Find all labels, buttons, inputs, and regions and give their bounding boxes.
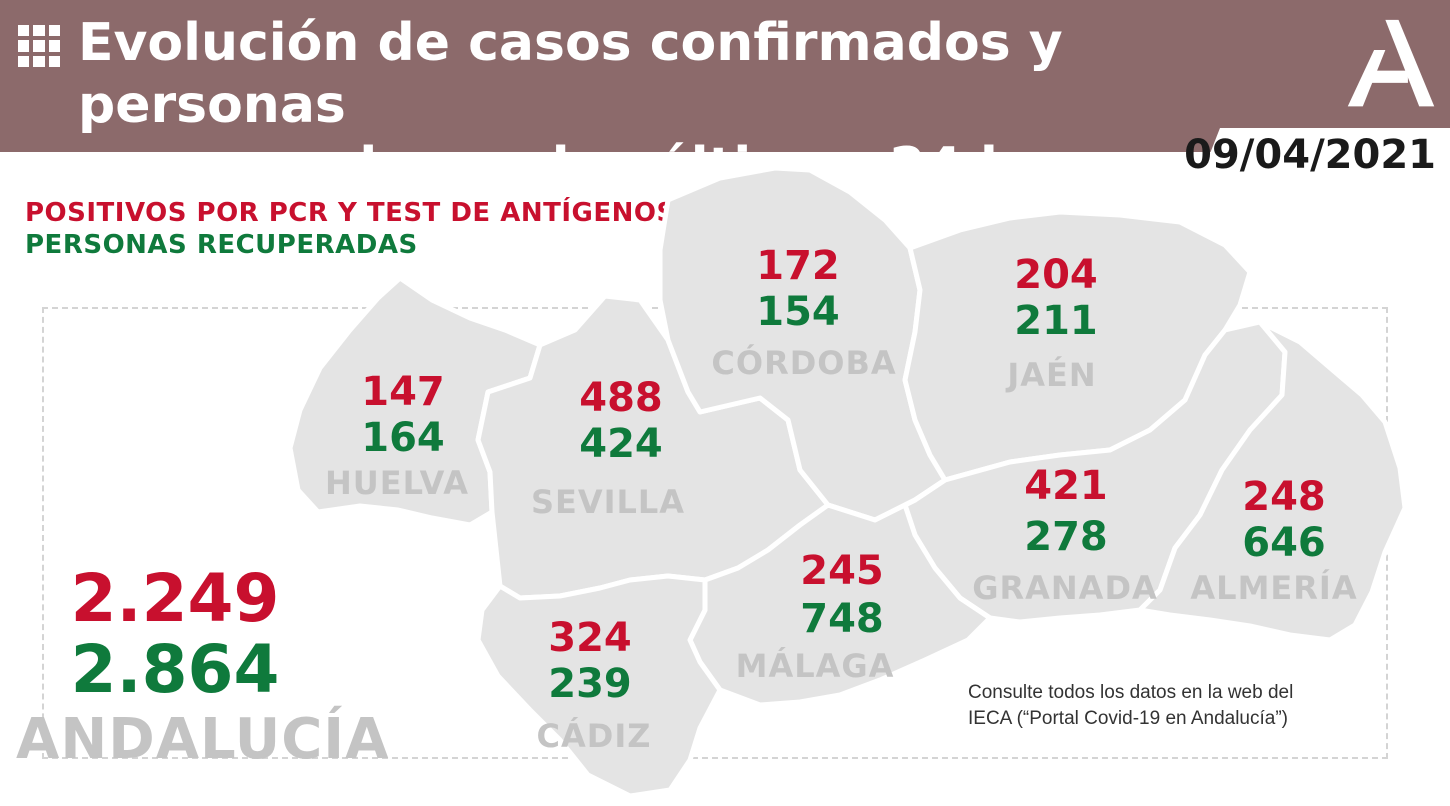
cadiz-positives: 324 — [548, 615, 632, 661]
page-title: Evolución de casos confirmados y persona… — [78, 12, 1258, 198]
legend-positives: POSITIVOS POR PCR Y TEST DE ANTÍGENOS — [25, 198, 676, 228]
huelva-recovered: 164 — [361, 415, 445, 461]
province-almeria-shape — [1137, 319, 1408, 643]
andalucia-total-positives: 2.249 — [70, 560, 280, 637]
footnote-line-2: IECA (“Portal Covid-19 en Andalucía”) — [968, 708, 1288, 729]
granada-positives: 421 — [1024, 463, 1108, 509]
footnote-line-1: Consulte todos los datos en la web del — [968, 682, 1294, 703]
province-huelva-shape — [287, 275, 543, 528]
grid-icon — [18, 25, 60, 67]
jaen-recovered: 211 — [1014, 298, 1098, 344]
huelva-positives: 147 — [361, 369, 445, 415]
jaen-positives: 204 — [1014, 252, 1098, 298]
region-name: ANDALUCÍA — [16, 707, 390, 772]
junta-de-andalucia-logo — [1347, 19, 1435, 107]
title-line-2: recuperadas en las últimas 24 horas — [78, 137, 1145, 197]
title-line-1: Evolución de casos confirmados y persona… — [78, 13, 1063, 135]
legend-recovered: PERSONAS RECUPERADAS — [25, 230, 418, 260]
cordoba-label: CÓRDOBA — [711, 344, 897, 382]
almeria-recovered: 646 — [1242, 520, 1326, 566]
almeria-positives: 248 — [1242, 474, 1326, 520]
cordoba-recovered: 154 — [756, 289, 840, 335]
sevilla-label: SEVILLA — [530, 483, 686, 521]
malaga-label: MÁLAGA — [735, 647, 895, 685]
almeria-label: ALMERÍA — [1190, 569, 1358, 607]
header-banner: Evolución de casos confirmados y persona… — [0, 0, 1450, 197]
granada-label: GRANADA — [972, 569, 1158, 607]
cadiz-label: CÁDIZ — [536, 717, 652, 755]
sevilla-positives: 488 — [579, 375, 663, 421]
cordoba-positives: 172 — [756, 243, 840, 289]
jaen-label: JAÉN — [1007, 356, 1097, 394]
sevilla-recovered: 424 — [579, 421, 663, 467]
province-cadiz-shape — [475, 573, 723, 799]
report-date: 09/04/2021 — [1184, 132, 1436, 178]
cadiz-recovered: 239 — [548, 661, 632, 707]
granada-recovered: 278 — [1024, 514, 1108, 560]
footnote: Consulte todos los datos en la web del I… — [968, 680, 1378, 732]
date-tab — [1198, 128, 1450, 184]
province-malaga-shape — [687, 497, 993, 708]
andalucia-total-recovered: 2.864 — [70, 631, 280, 708]
malaga-positives: 245 — [800, 548, 884, 594]
huelva-label: HUELVA — [325, 464, 469, 502]
malaga-recovered: 748 — [800, 596, 884, 642]
